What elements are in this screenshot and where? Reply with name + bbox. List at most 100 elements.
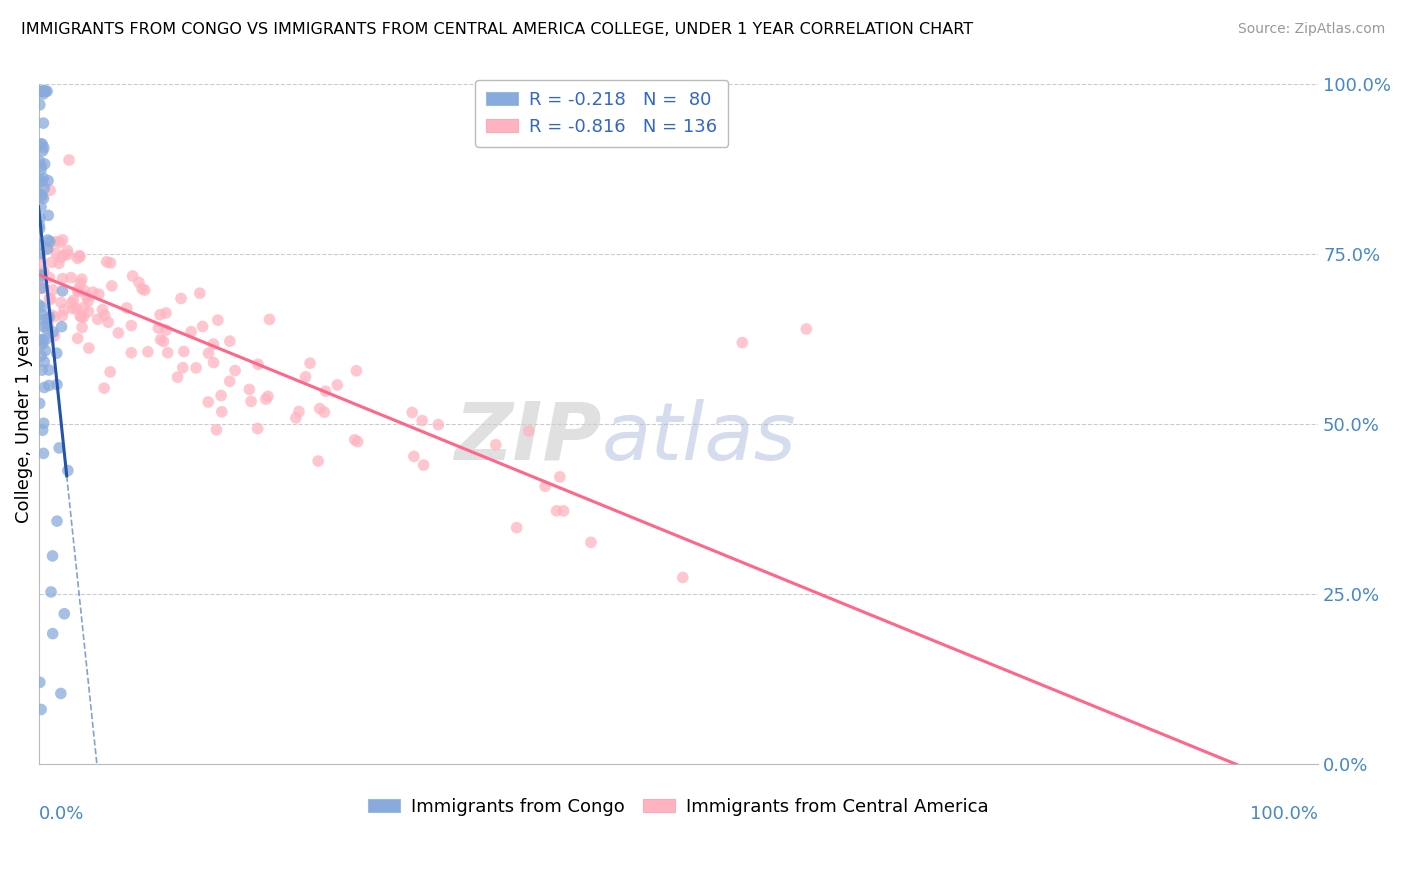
Point — [39, 293, 62, 307]
Point — [32, 191, 55, 205]
Point — [173, 344, 195, 359]
Point — [52, 248, 75, 262]
Point — [579, 535, 602, 549]
Point — [31, 269, 53, 284]
Point — [149, 333, 172, 347]
Point — [259, 312, 281, 326]
Point — [307, 454, 329, 468]
Point — [294, 370, 316, 384]
Point — [32, 87, 55, 101]
Point — [184, 360, 207, 375]
Point — [128, 276, 150, 290]
Point — [62, 301, 84, 316]
Point — [67, 249, 90, 263]
Point — [30, 281, 52, 295]
Point — [32, 446, 55, 460]
Point — [31, 84, 53, 98]
Point — [30, 162, 52, 177]
Point — [53, 302, 76, 317]
Point — [46, 514, 69, 528]
Point — [38, 235, 60, 249]
Point — [257, 389, 280, 403]
Point — [315, 384, 337, 399]
Point — [299, 356, 322, 370]
Point — [56, 244, 79, 258]
Point — [197, 346, 219, 360]
Point — [58, 153, 80, 167]
Point — [101, 278, 124, 293]
Point — [60, 295, 83, 310]
Point — [28, 186, 51, 201]
Point — [30, 312, 52, 326]
Point — [42, 325, 65, 339]
Point — [56, 463, 79, 477]
Point — [240, 394, 263, 409]
Point — [34, 84, 56, 98]
Point — [731, 335, 754, 350]
Point — [65, 301, 87, 316]
Point — [44, 310, 66, 324]
Point — [100, 256, 122, 270]
Point — [86, 312, 108, 326]
Point — [76, 290, 98, 304]
Point — [93, 381, 115, 395]
Point — [672, 570, 695, 584]
Point — [35, 332, 58, 346]
Point — [202, 337, 225, 351]
Point — [49, 295, 72, 310]
Point — [28, 218, 51, 232]
Point — [211, 405, 233, 419]
Point — [48, 441, 70, 455]
Point — [120, 318, 142, 333]
Text: IMMIGRANTS FROM CONGO VS IMMIGRANTS FROM CENTRAL AMERICA COLLEGE, UNDER 1 YEAR C: IMMIGRANTS FROM CONGO VS IMMIGRANTS FROM… — [21, 22, 973, 37]
Point — [46, 377, 69, 392]
Point — [30, 188, 52, 202]
Point — [115, 301, 138, 315]
Point — [37, 242, 59, 256]
Point — [197, 395, 219, 409]
Point — [51, 319, 73, 334]
Point — [34, 84, 56, 98]
Point — [70, 310, 93, 324]
Point — [45, 346, 67, 360]
Legend: Immigrants from Congo, Immigrants from Central America: Immigrants from Congo, Immigrants from C… — [360, 790, 995, 822]
Point — [30, 136, 52, 151]
Point — [32, 181, 55, 195]
Point — [52, 271, 75, 285]
Point — [62, 293, 84, 308]
Point — [247, 357, 270, 371]
Point — [28, 675, 51, 690]
Point — [28, 154, 51, 169]
Point — [31, 300, 53, 314]
Point — [45, 246, 67, 260]
Point — [28, 98, 51, 112]
Point — [402, 450, 425, 464]
Point — [308, 401, 330, 416]
Point — [28, 396, 51, 410]
Point — [30, 159, 52, 173]
Point — [32, 319, 55, 334]
Point — [69, 310, 91, 324]
Point — [121, 268, 143, 283]
Point — [49, 235, 72, 250]
Point — [155, 323, 177, 337]
Point — [31, 175, 53, 189]
Point — [517, 424, 540, 438]
Point — [28, 221, 51, 235]
Point — [96, 254, 118, 268]
Point — [30, 246, 52, 260]
Point — [31, 337, 53, 351]
Point — [53, 607, 76, 621]
Point — [155, 306, 177, 320]
Point — [45, 235, 67, 249]
Point — [66, 285, 89, 299]
Point — [30, 349, 52, 363]
Point — [218, 374, 240, 388]
Point — [37, 312, 59, 326]
Point — [28, 237, 51, 252]
Point — [30, 200, 52, 214]
Point — [131, 282, 153, 296]
Point — [31, 308, 53, 322]
Point — [32, 281, 55, 295]
Point — [170, 292, 193, 306]
